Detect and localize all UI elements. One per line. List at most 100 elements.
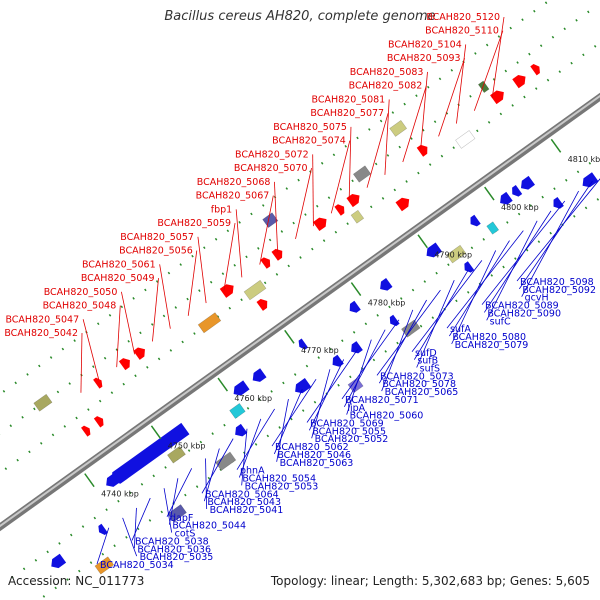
- gene-label-top[interactable]: BCAH820_5093: [387, 53, 461, 64]
- forward-gene-arrow-9[interactable]: [312, 215, 330, 232]
- gene-label-top[interactable]: BCAH820_5075: [273, 122, 347, 133]
- gene-label-bottom[interactable]: BCAH820_5046: [277, 450, 351, 461]
- forward-gene-arrow-11[interactable]: [346, 191, 362, 208]
- forward-gene-arrow-6[interactable]: [256, 297, 271, 311]
- forward-gene-arrow-12[interactable]: [395, 195, 413, 212]
- gene-label-bottom[interactable]: BCAH820_5052: [315, 434, 389, 445]
- forward-gene-arrow-5[interactable]: [219, 281, 237, 298]
- feature-box-6[interactable]: [229, 403, 246, 419]
- reverse-gene-arrow-14[interactable]: [423, 242, 442, 261]
- gene-label-top[interactable]: BCAH820_5049: [81, 273, 155, 284]
- feature-box-4[interactable]: [167, 445, 186, 464]
- reverse-gene-arrow-17[interactable]: [497, 191, 513, 208]
- gene-label-top[interactable]: BCAH820_5070: [234, 163, 308, 174]
- gene-label-bottom[interactable]: gcvH: [525, 293, 549, 304]
- reverse-gene-arrow-11[interactable]: [346, 300, 361, 316]
- reverse-gene-arrow-5[interactable]: [230, 380, 250, 398]
- forward-gene-arrow-0[interactable]: [81, 424, 93, 437]
- gene-label-bottom[interactable]: BCAH820_5035: [140, 552, 214, 563]
- gene-label-top[interactable]: BCAH820_5082: [349, 81, 423, 92]
- gene-label-top[interactable]: BCAH820_5077: [310, 108, 384, 119]
- reverse-gene-arrow-15[interactable]: [462, 261, 475, 274]
- reverse-gene-arrow-10[interactable]: [348, 341, 363, 356]
- gene-label-top[interactable]: BCAH820_5110: [425, 26, 499, 37]
- feature-box-15[interactable]: [389, 120, 408, 137]
- gene-label-bottom[interactable]: BCAH820_5065: [385, 387, 459, 398]
- forward-gene-arrow-13[interactable]: [416, 142, 431, 157]
- gene-label-bottom[interactable]: BCAH820_5098: [520, 277, 594, 288]
- gene-label-bottom[interactable]: BCAH820_5078: [382, 379, 456, 390]
- gene-label-bottom[interactable]: BCAH820_5054: [242, 474, 316, 485]
- feature-box-5[interactable]: [215, 451, 237, 471]
- reverse-gene-arrow-4[interactable]: [232, 423, 248, 439]
- gene-label-bottom[interactable]: BCAH820_5069: [310, 419, 384, 430]
- gene-label-top[interactable]: BCAH820_5056: [119, 246, 193, 257]
- feature-box-7[interactable]: [197, 312, 222, 334]
- reverse-gene-arrow-1[interactable]: [96, 523, 108, 537]
- gene-label-bottom[interactable]: BCAH820_5071: [345, 395, 419, 406]
- reverse-gene-arrow-16[interactable]: [467, 214, 481, 229]
- forward-gene-arrow-8[interactable]: [271, 246, 285, 261]
- forward-gene-arrow-1[interactable]: [93, 414, 106, 428]
- gene-label-top[interactable]: BCAH820_5068: [197, 177, 271, 188]
- gene-label-bottom[interactable]: BCAH820_5053: [245, 481, 319, 492]
- gene-label-top[interactable]: fbp1: [211, 204, 232, 215]
- gene-label-bottom[interactable]: BCAH820_5090: [487, 308, 561, 319]
- gene-label-bottom[interactable]: sufD: [415, 348, 437, 359]
- feature-box-10[interactable]: [262, 212, 279, 228]
- gene-label-top[interactable]: BCAH820_5104: [388, 39, 462, 50]
- gene-label-top[interactable]: BCAH820_5048: [43, 301, 117, 312]
- reverse-gene-arrow-19[interactable]: [518, 175, 535, 193]
- forward-gene-arrow-15[interactable]: [512, 72, 528, 89]
- gene-label-top[interactable]: BCAH820_5057: [120, 232, 194, 243]
- gene-label-top[interactable]: BCAH820_5120: [426, 12, 500, 23]
- gene-label-bottom[interactable]: BCAH820_5089: [485, 301, 559, 312]
- gene-label-top[interactable]: BCAH820_5072: [235, 149, 309, 160]
- feature-box-2[interactable]: [33, 393, 53, 412]
- gene-label-top[interactable]: BCAH820_5050: [44, 287, 118, 298]
- reverse-gene-arrow-9[interactable]: [329, 354, 344, 370]
- gene-label-bottom[interactable]: BCAH820_5043: [207, 497, 281, 508]
- gene-label-bottom[interactable]: sufA: [450, 324, 471, 335]
- feature-box-16[interactable]: [486, 221, 500, 235]
- forward-gene-arrow-3[interactable]: [118, 356, 133, 371]
- forward-gene-arrow-10[interactable]: [334, 202, 347, 216]
- gene-label-bottom[interactable]: dapF: [170, 513, 193, 524]
- gene-label-bottom[interactable]: BCAH820_5079: [455, 340, 529, 351]
- gene-label-bottom[interactable]: BCAH820_5064: [205, 489, 279, 500]
- feature-box-18[interactable]: [477, 80, 490, 94]
- gene-label-bottom[interactable]: BCAH820_5044: [172, 521, 246, 532]
- gene-label-top[interactable]: BCAH820_5042: [4, 328, 78, 339]
- feature-box-8[interactable]: [243, 279, 267, 301]
- reverse-gene-arrow-6[interactable]: [250, 368, 267, 385]
- gene-label-bottom[interactable]: BCAH820_5062: [275, 442, 349, 453]
- reverse-gene-arrow-18[interactable]: [509, 185, 523, 199]
- gene-label-bottom[interactable]: BCAH820_5092: [522, 285, 596, 296]
- reverse-gene-arrow-7[interactable]: [292, 378, 312, 396]
- reverse-gene-arrow-8[interactable]: [296, 338, 309, 352]
- forward-gene-arrow-2[interactable]: [93, 376, 105, 389]
- gene-label-bottom[interactable]: BCAH820_5036: [137, 544, 211, 555]
- gene-label-top[interactable]: BCAH820_5081: [312, 94, 386, 105]
- forward-gene-arrow-14[interactable]: [490, 88, 507, 105]
- forward-gene-arrow-4[interactable]: [133, 345, 148, 360]
- gene-label-bottom[interactable]: BCAH820_5034: [100, 560, 174, 571]
- gene-label-top[interactable]: BCAH820_5074: [272, 136, 346, 147]
- gene-label-bottom[interactable]: sufB: [417, 356, 438, 367]
- gene-label-bottom[interactable]: BCAH820_5038: [135, 536, 209, 547]
- reverse-gene-arrow-21[interactable]: [579, 172, 599, 190]
- feature-box-17[interactable]: [455, 130, 476, 149]
- forward-gene-arrow-7[interactable]: [260, 255, 273, 269]
- reverse-gene-arrow-13[interactable]: [377, 277, 393, 294]
- reverse-gene-arrow-12[interactable]: [387, 314, 400, 328]
- forward-gene-arrow-16[interactable]: [530, 62, 542, 76]
- gene-label-bottom[interactable]: BCAH820_5063: [280, 458, 354, 469]
- gene-label-bottom[interactable]: cotS: [175, 529, 196, 540]
- gene-label-bottom[interactable]: phnA: [240, 466, 265, 477]
- feature-box-12[interactable]: [350, 209, 365, 224]
- gene-label-bottom[interactable]: lipA: [347, 403, 365, 414]
- gene-label-bottom[interactable]: BCAH820_5055: [312, 426, 386, 437]
- feature-box-14[interactable]: [446, 244, 467, 264]
- gene-label-bottom[interactable]: BCAH820_5060: [350, 411, 424, 422]
